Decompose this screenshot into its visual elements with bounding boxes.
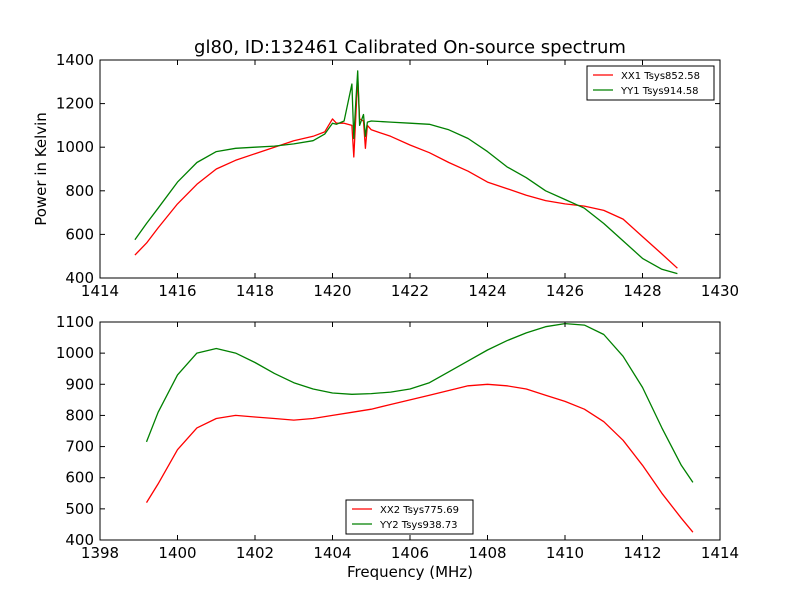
x-tick-label-2-1: 1400 [158, 544, 196, 562]
x-tick-label-2-8: 1414 [701, 544, 739, 562]
y-tick-label-1-5: 1400 [56, 51, 94, 69]
legend-box-2 [345, 499, 474, 535]
legend-label-2-2: YY2 Tsys938.73 [379, 520, 458, 531]
x-tick-label-2-7: 1412 [623, 544, 661, 562]
y-tick-label-2-7: 1100 [56, 313, 94, 331]
y-tick-label-2-4: 800 [65, 406, 94, 424]
x-tick-label-1-0: 1414 [81, 282, 119, 300]
y-tick-label-1-0: 400 [65, 269, 94, 287]
x-tick-label-1-8: 1430 [701, 282, 739, 300]
y-tick-label-1-3: 1000 [56, 138, 94, 156]
legend-label-1-2: YY1 Tsys914.58 [620, 86, 699, 97]
legend-box-1 [586, 65, 715, 101]
y-tick-label-1-1: 600 [65, 225, 94, 243]
legend-label-2-1: XX2 Tsys775.69 [380, 505, 459, 516]
x-tick-label-1-7: 1428 [623, 282, 661, 300]
legend-label-1-1: XX1 Tsys852.58 [621, 71, 700, 82]
y-tick-label-2-0: 400 [65, 531, 94, 549]
y-tick-label-2-2: 600 [65, 469, 94, 487]
x-tick-label-1-3: 1420 [313, 282, 351, 300]
series-line-1-1 [134, 76, 678, 269]
x-tick-label-1-4: 1422 [391, 282, 429, 300]
legend-2: XX2 Tsys775.69 YY2 Tsys938.73 [345, 499, 474, 535]
chart-title: gl80, ID:132461 Calibrated On-source spe… [194, 37, 626, 58]
x-tick-label-1-1: 1416 [158, 282, 196, 300]
x-tick-label-2-5: 1408 [468, 544, 506, 562]
x-axis-label: Frequency (MHz) [347, 563, 473, 581]
subplot-1: 1414 1416 1418 1420 1422 1424 1426 1428 1430 400 6… [56, 51, 739, 300]
subplot-2: 1398 1400 1402 1404 1406 1408 1410 1412 1414 400 5… [56, 313, 739, 562]
y-tick-label-1-4: 1200 [56, 95, 94, 113]
axes-layer: 1414 1416 1418 1420 1422 1424 1426 1428 1430 400 6… [56, 51, 739, 562]
y-tick-label-2-6: 1000 [56, 344, 94, 362]
x-tick-label-2-3: 1404 [313, 544, 351, 562]
x-tick-label-2-2: 1402 [236, 544, 274, 562]
series-line-2-2 [145, 322, 694, 483]
x-tick-label-1-6: 1426 [546, 282, 584, 300]
y-tick-label-2-3: 700 [65, 438, 94, 456]
series-line-1-2 [134, 70, 678, 275]
y-tick-label-2-1: 500 [65, 500, 94, 518]
x-tick-label-2-4: 1406 [391, 544, 429, 562]
x-tick-label-2-6: 1410 [546, 544, 584, 562]
x-tick-label-2-0: 1398 [81, 544, 119, 562]
series-line-2-1 [145, 383, 694, 533]
y-tick-label-2-5: 900 [65, 375, 94, 393]
legend-1: XX1 Tsys852.58 YY1 Tsys914.58 [586, 65, 715, 101]
y-axis-label: Power in Kelvin [32, 112, 50, 226]
x-tick-label-1-2: 1418 [236, 282, 274, 300]
y-tick-label-1-2: 800 [65, 182, 94, 200]
x-tick-label-1-5: 1424 [468, 282, 506, 300]
